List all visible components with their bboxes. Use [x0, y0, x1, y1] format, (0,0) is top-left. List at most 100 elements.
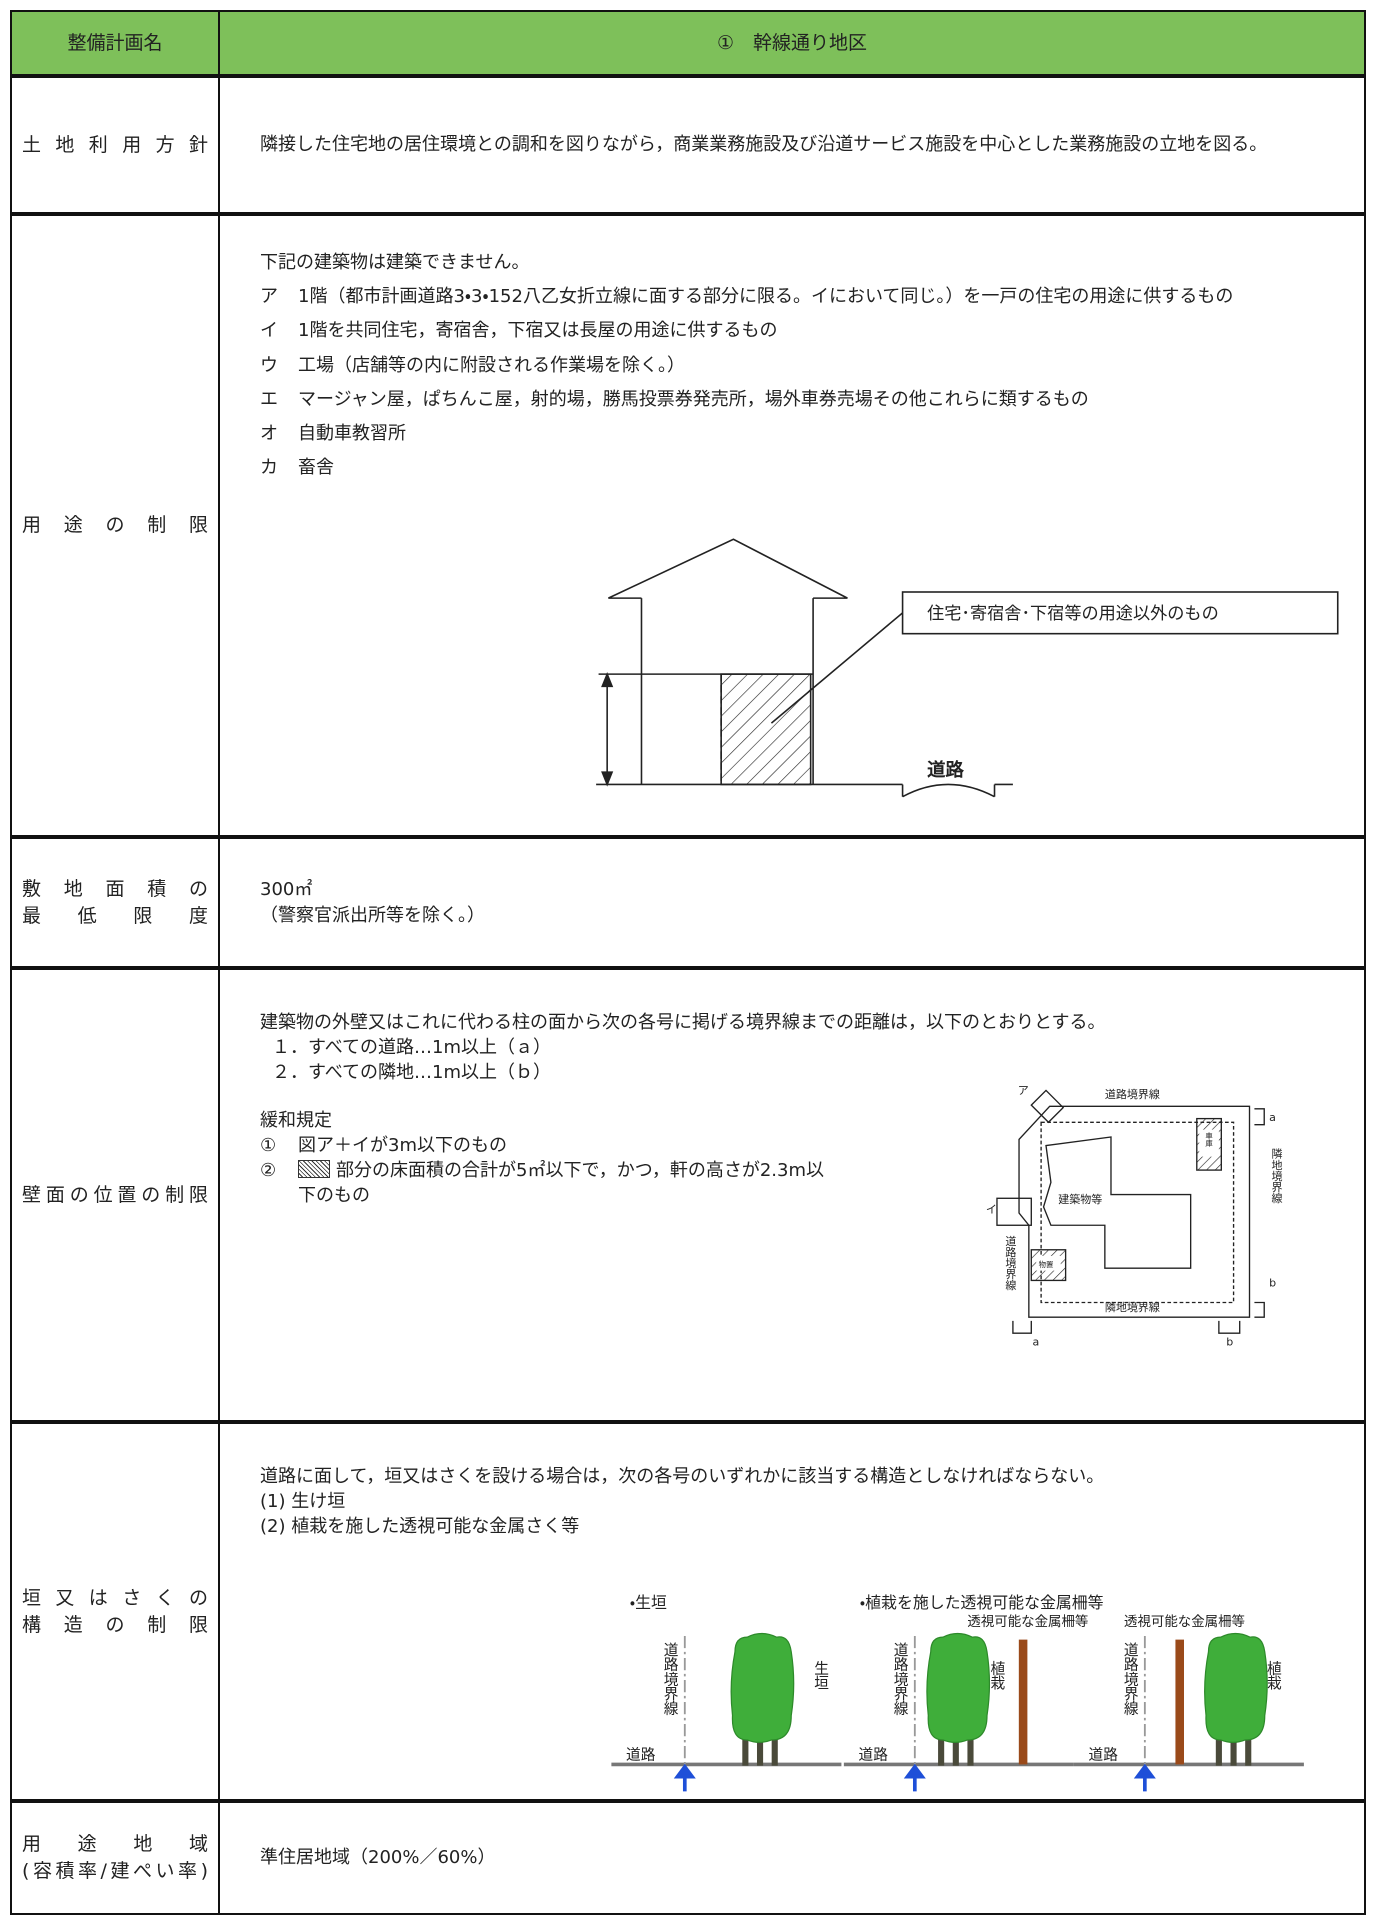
- item: (2) 植栽を施した透視可能な金属さく等: [260, 1516, 580, 1538]
- row-label: 構造の制限: [22, 1613, 208, 1636]
- fence-post: [1018, 1639, 1028, 1765]
- item-mark: ア: [260, 286, 278, 308]
- row-label: 用途地域: [22, 1833, 208, 1856]
- header-row: 整備計画名 ① 幹線通り地区: [10, 10, 1366, 76]
- plant-label: 生垣: [812, 1660, 829, 1690]
- item: ウ工場（店舗等の内に附設される作業場を除く。）: [260, 353, 1324, 378]
- item: イ 1階を共同住宅，寄宿舎，下宿又は長屋の用途に供するもの: [260, 318, 1324, 343]
- item: オ自動車教習所: [260, 421, 1324, 446]
- item: １．すべての道路…1m以上（ａ）: [272, 1037, 552, 1059]
- arrow: [1133, 1763, 1156, 1792]
- row-label: 垣又はさくの: [22, 1586, 208, 1609]
- item-list: ア 1階（都市計画道路3・3・152八乙女折立線に面する部分に限る。イにおいて同じ…: [260, 275, 1324, 480]
- diagram-label: イ: [986, 1203, 997, 1216]
- wall-position-row: 壁面の位置の制限 建築物の外壁又はこれに代わる柱の面から次の各号に掲げる境界線ま…: [10, 968, 1366, 1422]
- land-use-row: 土地利用方針 隣接した住宅地の居住環境との調和を図りながら，商業業務施設及び沿道…: [10, 76, 1366, 214]
- item: ２．すべての隣地…1m以上（ｂ）: [272, 1062, 552, 1084]
- setback-diagram: 道路境界線 隣地境界線 隣地境界線 道路境界線 建築物等 車庫 物置 a b a…: [986, 1084, 1283, 1348]
- diagram-label: 道路境界線: [1105, 1087, 1160, 1101]
- content-cell: 下記の建築物は建築できません。 ア 1階（都市計画道路3・3・152八乙女折立線に…: [220, 216, 1364, 835]
- plant-label: 植栽: [1265, 1660, 1282, 1690]
- label-cell: 壁面の位置の制限: [12, 970, 220, 1420]
- relaxation: ② 部分の床面積の合計が5㎡以下で，かつ，軒の高さが2.3m以下のもの: [260, 1158, 1324, 1208]
- relaxation-text: 図ア＋イが3m以下のもの: [298, 1134, 507, 1156]
- label-cell: 用途の制限: [12, 216, 220, 835]
- content-cell: 300㎡ （警察官派出所等を除く。）: [220, 839, 1364, 966]
- diagram-title: ・生垣: [630, 1593, 667, 1612]
- label-cell: 用途地域 (容積率/建ぺい率): [12, 1803, 220, 1913]
- item-mark: カ: [260, 457, 278, 479]
- use-diagram: 住宅･寄宿舎･下宿等の用途以外のもの 1 F 道路: [596, 538, 1339, 798]
- plant-label: 植栽: [988, 1660, 1005, 1690]
- label-cell: 敷地面積の 最低限度: [12, 839, 220, 966]
- callout: 住宅･寄宿舎･下宿等の用途以外のもの: [927, 604, 1219, 624]
- relaxation-title: 緩和規定: [260, 1109, 332, 1131]
- item-text: 畜舎: [298, 457, 334, 479]
- line: （警察官派出所等を除く。）: [260, 904, 485, 926]
- content-cell: 道路に面して，垣又はさくを設ける場合は，次の各号のいずれかに該当する構造としなけ…: [220, 1424, 1364, 1799]
- item: カ畜舎: [260, 455, 1324, 480]
- label-cell: 垣又はさくの 構造の制限: [12, 1424, 220, 1799]
- hatch-icon: [298, 1159, 330, 1178]
- road-label: 道路: [927, 759, 964, 781]
- diagram-label: 隣地境界線: [1105, 1300, 1160, 1314]
- intro: 下記の建築物は建築できません。: [260, 252, 530, 273]
- item-mark: イ: [260, 320, 278, 342]
- paragraph: 道路に面して，垣又はさくを設ける場合は，次の各号のいずれかに該当する構造としなけ…: [260, 1466, 1105, 1487]
- use-restriction-row: 用途の制限 下記の建築物は建築できません。 ア 1階（都市計画道路3・3・152八…: [10, 214, 1366, 837]
- row-label: 敷地面積の: [22, 877, 208, 900]
- tree: [1204, 1632, 1268, 1767]
- mark: ②: [260, 1159, 277, 1181]
- item-text: 1階を共同住宅，寄宿舎，下宿又は長屋の用途に供するもの: [298, 320, 778, 342]
- diagram-label: b: [1226, 1335, 1233, 1348]
- diagram-label: a: [1269, 1111, 1276, 1124]
- zoning-row: 用途地域 (容積率/建ぺい率) 準住居地域（200%／60%）: [10, 1801, 1366, 1915]
- diagram-title: ・植栽を施した透視可能な金属柵等: [860, 1593, 1104, 1612]
- diagram-label: b: [1269, 1277, 1276, 1290]
- content-cell: 建築物の外壁又はこれに代わる柱の面から次の各号に掲げる境界線までの距離は，以下の…: [220, 970, 1364, 1420]
- row-label: 壁面の位置の制限: [22, 1183, 208, 1206]
- item-mark: エ: [260, 388, 278, 410]
- row-label: 最低限度: [22, 904, 208, 927]
- diagram-label: 車庫: [1204, 1132, 1213, 1148]
- paragraph: 準住居地域（200%／60%）: [260, 1847, 496, 1869]
- item-text: 1階（都市計画道路3・3・152八乙女折立線に面する部分に限る。イにおいて同じ。…: [298, 286, 1234, 308]
- min-lot-row: 敷地面積の最低限度 300㎡ （警察官派出所等を除く。）: [10, 837, 1366, 968]
- item-text: マージャン屋，ぱちんこ屋，射的場，勝馬投票券発売所，場外車券売場その他これらに類…: [298, 388, 1089, 410]
- fence-label: 透視可能な金属柵等: [967, 1613, 1088, 1630]
- paragraph: 隣接した住宅地の居住環境との調和を図りながら，商業業務施設及び沿道サービス施設を…: [260, 134, 1268, 156]
- tree: [926, 1632, 991, 1767]
- item-mark: オ: [260, 422, 278, 444]
- fence-post: [1175, 1639, 1184, 1765]
- road-label: 道路: [626, 1747, 656, 1764]
- header-label: 整備計画名: [67, 31, 163, 54]
- boundary-label: 道路境界線: [662, 1642, 679, 1716]
- row-label: 用途の制限: [22, 514, 208, 537]
- item-mark: ウ: [260, 354, 278, 376]
- diagram-label: ア: [1018, 1084, 1029, 1097]
- item-text: 自動車教習所: [298, 422, 406, 444]
- paragraph: 建築物の外壁又はこれに代わる柱の面から次の各号に掲げる境界線までの距離は，以下の…: [260, 1012, 1106, 1033]
- content-cell: 隣接した住宅地の居住環境との調和を図りながら，商業業務施設及び沿道サービス施設を…: [220, 78, 1364, 212]
- label-cell: 土地利用方針: [12, 78, 220, 212]
- road-label: 道路: [1089, 1747, 1119, 1764]
- arrow: [903, 1763, 926, 1792]
- diagram-label: 物置: [1039, 1260, 1054, 1269]
- item: (1) 生け垣: [260, 1491, 346, 1513]
- diagram-label: 隣地境界線: [1270, 1147, 1283, 1203]
- road-label: 道路: [859, 1747, 889, 1764]
- header-title-cell: ① 幹線通り地区: [220, 12, 1364, 74]
- tree: [730, 1632, 795, 1767]
- item: エマージャン屋，ぱちんこ屋，射的場，勝馬投票券発売所，場外車券売場その他これらに…: [260, 387, 1324, 412]
- item: ア 1階（都市計画道路3・3・152八乙女折立線に面する部分に限る。イにおいて同じ…: [260, 284, 1324, 309]
- mark: ①: [260, 1134, 277, 1156]
- diagram-label: a: [1033, 1335, 1040, 1348]
- relaxation: ① 図ア＋イが3m以下のもの: [260, 1133, 1324, 1158]
- item-text: 工場（店舗等の内に附設される作業場を除く。）: [298, 354, 685, 376]
- relaxation-text: 部分の床面積の合計が5㎡以下で，かつ，軒の高さが2.3m以下のもの: [298, 1159, 824, 1207]
- arrow: [673, 1763, 696, 1792]
- row-label: 土地利用方針: [22, 133, 208, 156]
- fence-row: 垣又はさくの 構造の制限 道路に面して，垣又はさくを設ける場合は，次の各号のいずれ…: [10, 1422, 1366, 1801]
